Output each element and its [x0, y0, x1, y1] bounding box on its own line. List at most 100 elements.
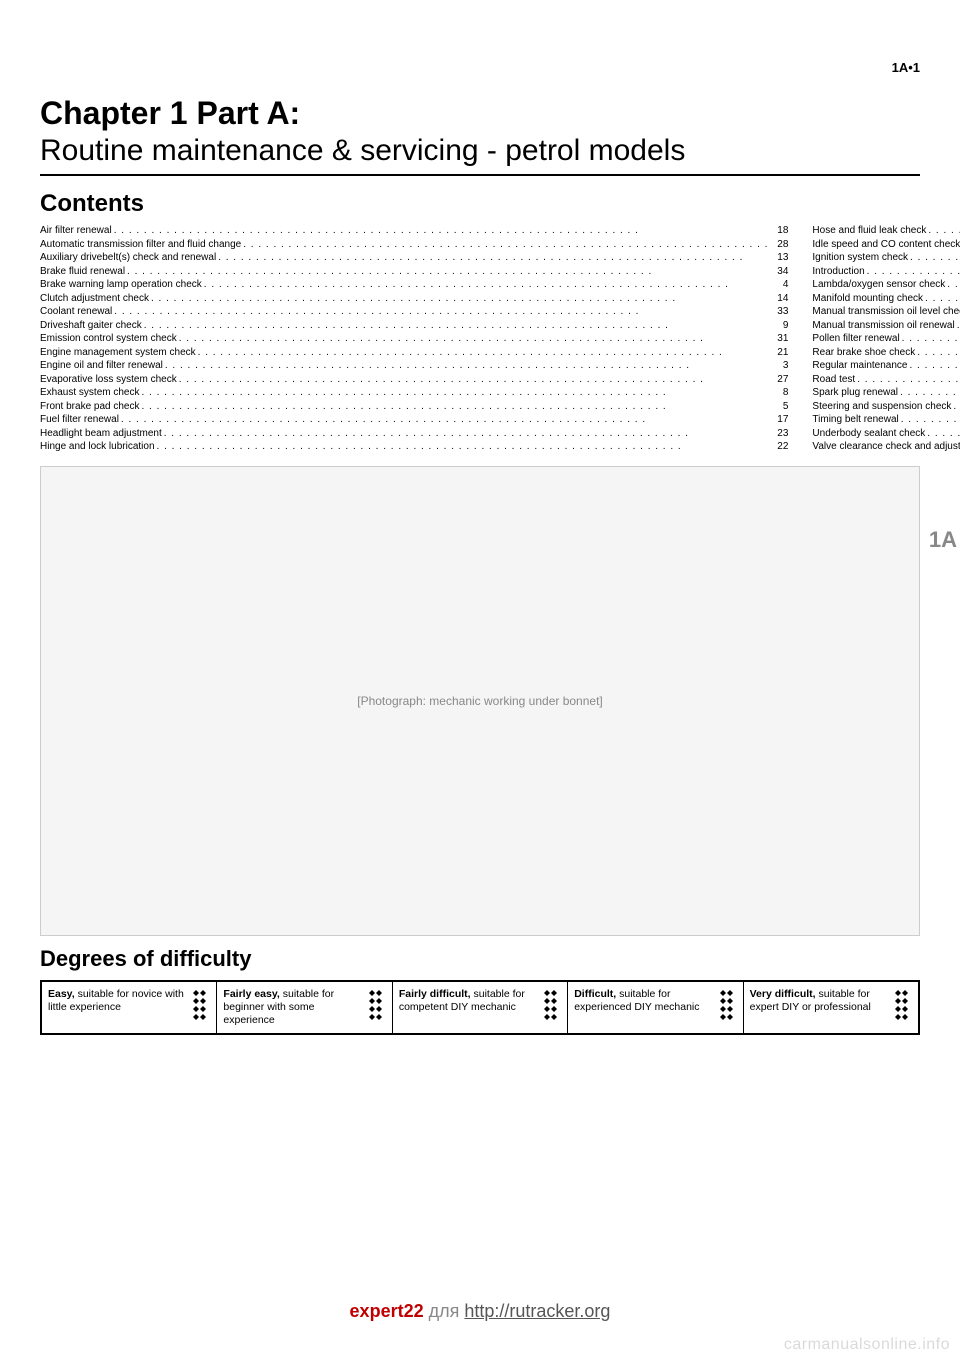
toc-label: Introduction: [812, 265, 864, 279]
toc-row: Engine management system check 21: [40, 346, 788, 360]
toc-label: Air filter renewal: [40, 224, 112, 238]
toc-row: Introduction1: [812, 265, 960, 279]
toc-row: Clutch adjustment check14: [40, 292, 788, 306]
toc-row: Hose and fluid leak check7: [812, 224, 960, 238]
toc-row: Underbody sealant check6: [812, 427, 960, 441]
toc-dots: [925, 292, 960, 306]
toc-dots: [204, 278, 769, 292]
toc-dots: [179, 332, 769, 346]
toc-page-number: 33: [770, 305, 788, 319]
toc-label: Automatic transmission filter and fluid …: [40, 238, 241, 252]
toc-page-number: 8: [770, 386, 788, 400]
toc-row: Exhaust system check 8: [40, 386, 788, 400]
toc-page-number: 17: [770, 413, 788, 427]
toc-row: Brake fluid renewal34: [40, 265, 788, 279]
toc-dots: [910, 251, 960, 265]
toc-row: Spark plug renewal19: [812, 386, 960, 400]
toc-label: Coolant renewal: [40, 305, 112, 319]
contents-heading: Contents: [40, 190, 920, 218]
toc-row: Manual transmission oil renewal32: [812, 319, 960, 333]
toc-dots: [947, 278, 960, 292]
toc-label: Timing belt renewal: [812, 413, 898, 427]
toc-label: Brake fluid renewal: [40, 265, 125, 279]
toc-dots: [144, 319, 769, 333]
toc-page-number: 23: [770, 427, 788, 441]
toc-label: Manifold mounting check: [812, 292, 923, 306]
toc-dots: [127, 265, 768, 279]
wrench-icon: [719, 988, 737, 1027]
toc-page-number: 3: [770, 359, 788, 373]
toc-dots: [198, 346, 769, 360]
toc-dots: [927, 427, 960, 441]
toc-page-number: 18: [770, 224, 788, 238]
toc-label: Spark plug renewal: [812, 386, 898, 400]
difficulty-text: Easy, suitable for novice with little ex…: [48, 988, 192, 1027]
footer: expert22 для http://rutracker.org: [0, 1301, 960, 1322]
toc-label: Ignition system check: [812, 251, 908, 265]
footer-link[interactable]: http://rutracker.org: [464, 1301, 610, 1321]
toc-row: Engine oil and filter renewal 3: [40, 359, 788, 373]
toc-row: Idle speed and CO content check and adju…: [812, 238, 960, 252]
toc-label: Pollen filter renewal: [812, 332, 899, 346]
difficulty-heading: Degrees of difficulty: [40, 946, 920, 972]
toc-label: Headlight beam adjustment: [40, 427, 162, 441]
toc-dots: [901, 413, 960, 427]
toc-dots: [179, 373, 769, 387]
toc-label: Engine oil and filter renewal: [40, 359, 163, 373]
toc-dots: [151, 292, 768, 306]
toc-page-number: 4: [770, 278, 788, 292]
toc-dots: [900, 386, 960, 400]
difficulty-cell: Very difficult, suitable for expert DIY …: [744, 982, 918, 1033]
wrench-icon: [368, 988, 386, 1027]
difficulty-text: Fairly difficult, suitable for competent…: [399, 988, 543, 1027]
chapter-figure: [Photograph: mechanic working under bonn…: [40, 466, 920, 936]
toc-label: Driveshaft gaiter check: [40, 319, 142, 333]
toc-row: Evaporative loss system check27: [40, 373, 788, 387]
toc-row: Automatic transmission filter and fluid …: [40, 238, 788, 252]
toc-label: Lambda/oxygen sensor check: [812, 278, 945, 292]
toc-page-number: 5: [770, 400, 788, 414]
toc-row: Brake warning lamp operation check4: [40, 278, 788, 292]
toc-label: Valve clearance check and adjustment: [812, 440, 960, 454]
page-container: 1A•1 Chapter 1 Part A: Routine maintenan…: [0, 0, 960, 1055]
toc-dots: [218, 251, 768, 265]
toc-row: Front brake pad check5: [40, 400, 788, 414]
toc-row: Auxiliary drivebelt(s) check and renewal…: [40, 251, 788, 265]
toc-label: Idle speed and CO content check and adju…: [812, 238, 960, 252]
toc-dots: [164, 427, 769, 441]
toc-dots: [857, 373, 960, 387]
toc-row: Rear brake shoe check29: [812, 346, 960, 360]
toc-page-number: 22: [770, 440, 788, 454]
difficulty-cell: Difficult, suitable for experienced DIY …: [568, 982, 743, 1033]
toc-label: Fuel filter renewal: [40, 413, 119, 427]
toc-row: Regular maintenance2: [812, 359, 960, 373]
toc-dots: [909, 359, 960, 373]
toc-label: Steering and suspension check: [812, 400, 951, 414]
toc-label: Engine management system check: [40, 346, 196, 360]
toc-page-number: 9: [770, 319, 788, 333]
toc-dots: [953, 400, 960, 414]
toc-page-number: 14: [770, 292, 788, 306]
toc-row: Timing belt renewal30: [812, 413, 960, 427]
toc-page-number: 28: [770, 238, 788, 252]
footer-brand: expert22: [350, 1301, 424, 1321]
toc-dots: [867, 265, 960, 279]
toc-row: Manifold mounting check16: [812, 292, 960, 306]
toc-row: Air filter renewal 18: [40, 224, 788, 238]
toc-label: Road test: [812, 373, 855, 387]
toc-label: Exhaust system check: [40, 386, 139, 400]
toc-row: Road test24: [812, 373, 960, 387]
difficulty-text: Difficult, suitable for experienced DIY …: [574, 988, 718, 1027]
toc-label: Underbody sealant check: [812, 427, 925, 441]
side-tab: 1A: [929, 527, 957, 553]
toc-row: Coolant renewal 33: [40, 305, 788, 319]
toc-label: Manual transmission oil level check: [812, 305, 960, 319]
chapter-title-line1: Chapter 1 Part A:: [40, 95, 920, 132]
toc-page-number: 13: [770, 251, 788, 265]
toc-row: Headlight beam adjustment 23: [40, 427, 788, 441]
toc-dots: [114, 224, 769, 238]
toc-page-number: 21: [770, 346, 788, 360]
wrench-icon: [543, 988, 561, 1027]
toc-row: Fuel filter renewal 17: [40, 413, 788, 427]
toc-label: Emission control system check: [40, 332, 177, 346]
